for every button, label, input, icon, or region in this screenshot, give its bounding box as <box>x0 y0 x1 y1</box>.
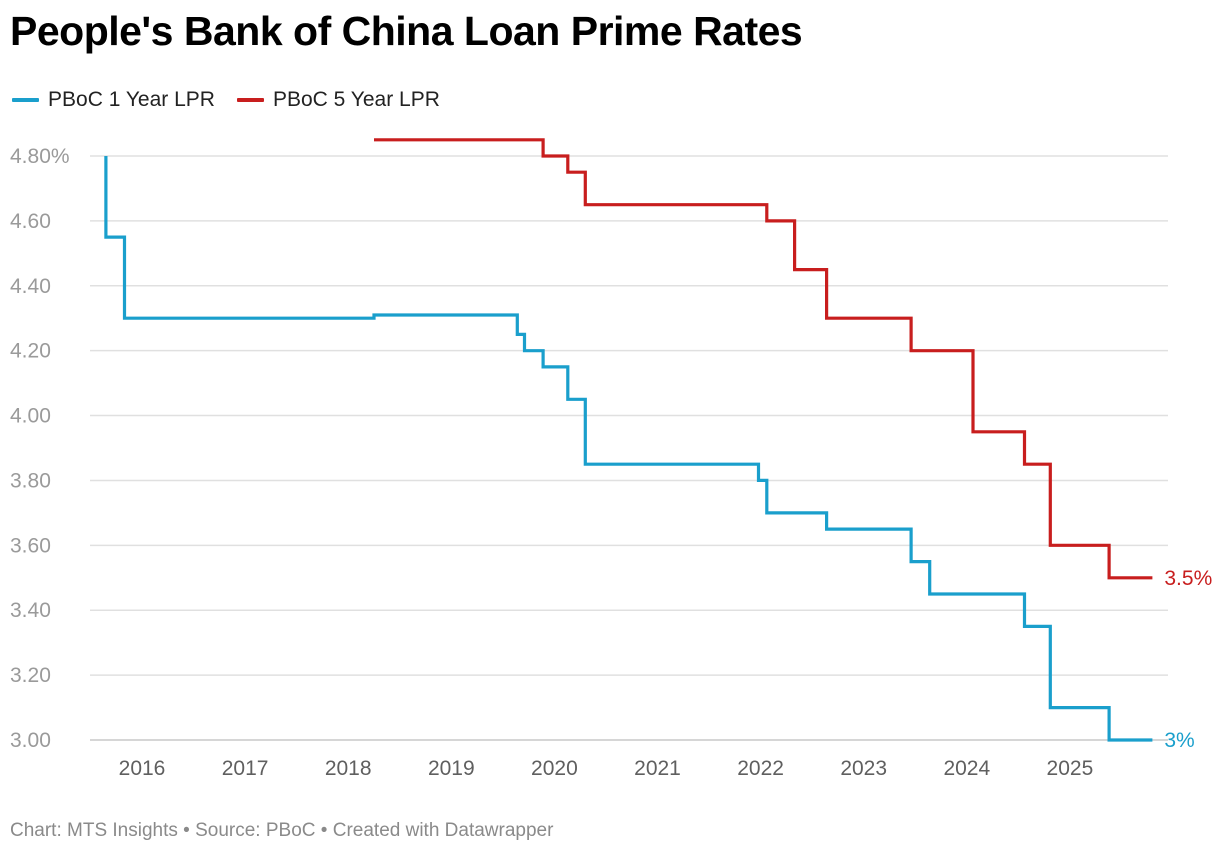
y-tick-label: 3.60 <box>10 534 51 557</box>
legend-item-5-year: PBoC 5 Year LPR <box>236 88 440 112</box>
legend-swatch-5-year <box>236 98 264 102</box>
y-tick-label: 3.40 <box>10 599 51 622</box>
x-tick-label: 2017 <box>222 757 269 780</box>
y-tick-label: 3.80 <box>10 469 51 492</box>
created-with-credit: Created with Datawrapper <box>332 820 554 841</box>
x-tick-label: 2021 <box>634 757 681 780</box>
y-tick-label: 3.20 <box>10 664 51 687</box>
grid-layer <box>90 155 1168 741</box>
legend-item-1-year: PBoC 1 Year LPR <box>12 88 215 112</box>
legend: PBoC 1 Year LPR PBoC 5 Year LPR <box>12 88 440 112</box>
y-tick-label: 4.40 <box>10 275 51 298</box>
x-tick-label: 2024 <box>943 757 990 780</box>
end-label-1-year: 3% <box>1164 729 1194 752</box>
y-tick-label: 4.20 <box>10 340 51 363</box>
y-tick-label: 4.00 <box>10 405 51 428</box>
y-tick-label: 3.00 <box>10 729 51 752</box>
series-line-1-year <box>104 156 1153 742</box>
series-line-5-year <box>374 138 1153 580</box>
x-axis-ticks: 2016 2017 2018 2019 2020 2021 2022 2023 2024 2025 <box>119 757 1094 780</box>
chart-credit: Chart: MTS Insights <box>10 820 178 841</box>
x-tick-label: 2016 <box>119 757 166 780</box>
footer: Chart: MTS Insights • Source: PBoC • Cre… <box>10 820 553 842</box>
x-tick-label: 2025 <box>1047 757 1094 780</box>
legend-swatch-1-year <box>12 98 39 102</box>
footer-separator: • <box>177 820 196 841</box>
x-tick-label: 2022 <box>737 757 784 780</box>
legend-label-1-year: PBoC 1 Year LPR <box>48 88 215 111</box>
x-tick-label: 2023 <box>840 757 887 780</box>
source-credit: Source: PBoC <box>195 820 316 841</box>
x-tick-label: 2020 <box>531 757 578 780</box>
x-tick-label: 2018 <box>325 757 372 780</box>
y-axis-ticks: 4.80% 4.60 4.40 4.20 4.00 3.80 3.60 3.40 3.20 3.0… <box>10 145 70 752</box>
series-layer <box>104 138 1153 742</box>
footer-separator: • <box>315 820 333 841</box>
y-tick-label: 4.60 <box>10 210 51 233</box>
end-label-layer: 3% 3.5% <box>1164 567 1212 752</box>
legend-label-5-year: PBoC 5 Year LPR <box>272 88 440 111</box>
x-tick-label: 2019 <box>428 757 475 780</box>
chart-title: People's Bank of China Loan Prime Rates <box>10 8 803 54</box>
end-label-5-year: 3.5% <box>1164 567 1212 590</box>
y-tick-label: 4.80% <box>10 145 70 168</box>
